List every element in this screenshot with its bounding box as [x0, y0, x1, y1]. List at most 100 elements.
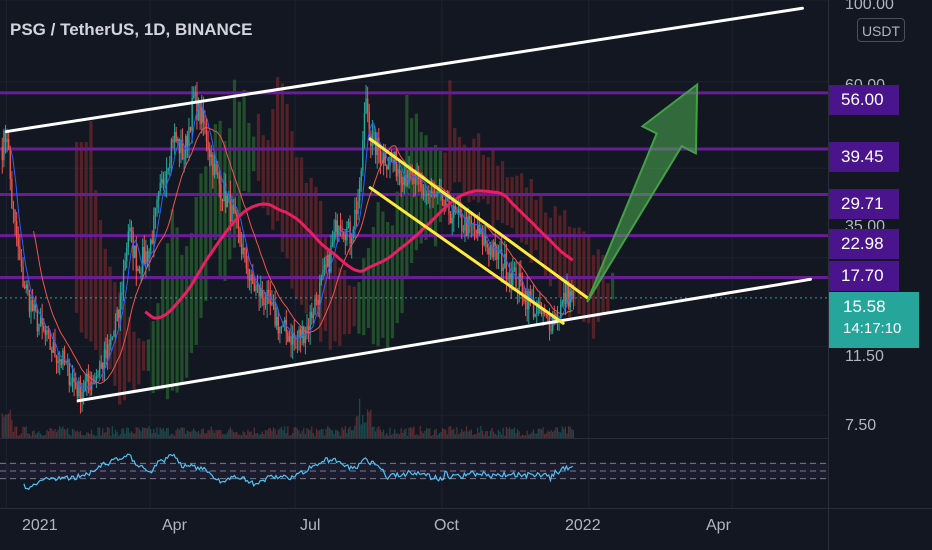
volume-bar — [106, 426, 109, 438]
cloud-segment — [453, 127, 457, 183]
volume-bar — [516, 429, 519, 438]
candle-body — [46, 330, 48, 336]
candle-body — [464, 217, 466, 231]
volume-bar — [558, 431, 560, 438]
candle-countdown: 14:17:10 — [843, 320, 902, 337]
candle-body — [223, 183, 225, 202]
candle-body — [312, 314, 315, 319]
volume-bar — [430, 435, 433, 438]
candle-body — [87, 373, 90, 383]
volume-bar — [496, 435, 498, 438]
volume-bar — [46, 429, 48, 438]
volume-bar — [92, 434, 94, 438]
candle-body — [500, 249, 503, 271]
candle-body — [188, 127, 190, 147]
candle-body — [507, 278, 509, 280]
volume-bar — [368, 411, 370, 438]
volume-bar — [304, 434, 307, 438]
candle-body — [384, 153, 386, 166]
cloud-segment — [304, 182, 308, 314]
volume-bar — [422, 433, 425, 438]
candle-body — [542, 310, 544, 314]
candle-body — [402, 183, 404, 185]
volume-layer — [1, 398, 575, 438]
volume-bar — [445, 429, 447, 438]
volume-bar — [57, 429, 59, 438]
cloud-segment — [343, 269, 347, 335]
volume-bar — [191, 430, 193, 438]
volume-bar — [521, 434, 523, 438]
candle-body — [19, 246, 21, 260]
currency-button[interactable]: USDT — [857, 18, 905, 42]
candle-body — [269, 292, 272, 305]
volume-bar — [39, 433, 42, 438]
candle-body — [124, 261, 126, 270]
candle-body — [41, 317, 43, 327]
volume-bar — [449, 426, 452, 438]
candle-body — [274, 304, 276, 326]
candle-body — [186, 135, 189, 147]
candle-body — [513, 267, 516, 271]
candle-body — [165, 170, 168, 185]
candle-body — [220, 184, 222, 200]
volume-bar — [350, 430, 353, 438]
volume-bar — [196, 432, 198, 438]
candle-body — [54, 341, 56, 357]
candle-body — [512, 270, 514, 286]
volume-bar — [15, 426, 18, 438]
candle-body — [333, 231, 335, 243]
candle-body — [424, 195, 426, 197]
candle-body — [358, 180, 361, 202]
volume-bar — [94, 435, 96, 438]
candle-body — [311, 311, 313, 319]
cloud-segment — [103, 248, 107, 359]
volume-bar — [172, 434, 174, 438]
candle-body — [185, 135, 187, 159]
candle-body — [518, 273, 520, 290]
candle-body — [561, 301, 563, 305]
cloud-segment — [572, 227, 576, 307]
candle-body — [280, 326, 283, 328]
candle-body — [52, 341, 55, 353]
cloud-segment — [175, 227, 179, 393]
volume-bar — [432, 434, 434, 438]
volume-bar — [480, 426, 482, 438]
volume-bar — [307, 429, 310, 438]
volume-bar — [95, 435, 98, 438]
candle-body — [76, 387, 78, 397]
ichimoku-cloud-layer — [74, 77, 615, 405]
volume-bar — [323, 435, 326, 438]
candle-body — [189, 127, 192, 131]
candle-body — [526, 290, 528, 310]
level-label-22: 22.98 — [829, 229, 899, 259]
volume-bar — [167, 427, 169, 438]
volume-bar — [137, 427, 139, 438]
candle-body — [566, 283, 568, 305]
candle-body — [228, 194, 230, 196]
volume-bar — [534, 433, 536, 438]
volume-bar — [470, 429, 472, 438]
cloud-segment — [448, 80, 452, 192]
volume-bar — [327, 426, 329, 438]
candle-body — [429, 194, 431, 196]
candle-body — [354, 209, 356, 230]
candle-body — [73, 377, 75, 383]
candle-body — [406, 183, 409, 186]
candle-body — [175, 132, 177, 142]
candle-body — [323, 265, 326, 270]
symbol-title[interactable]: PSG / TetherUS, 1D, BINANCE — [10, 20, 253, 39]
cloud-segment — [333, 256, 337, 342]
volume-bar — [440, 431, 442, 438]
time-axis-separator — [0, 508, 932, 509]
cloud-segment — [319, 200, 323, 342]
candle-body — [461, 214, 463, 231]
volume-bar — [464, 431, 466, 438]
candle-body — [505, 253, 508, 280]
candle-body — [390, 156, 393, 161]
candle-body — [86, 373, 88, 382]
candle-body — [327, 254, 329, 267]
volume-bar — [529, 433, 531, 438]
time-axis-label: Apr — [706, 517, 731, 534]
